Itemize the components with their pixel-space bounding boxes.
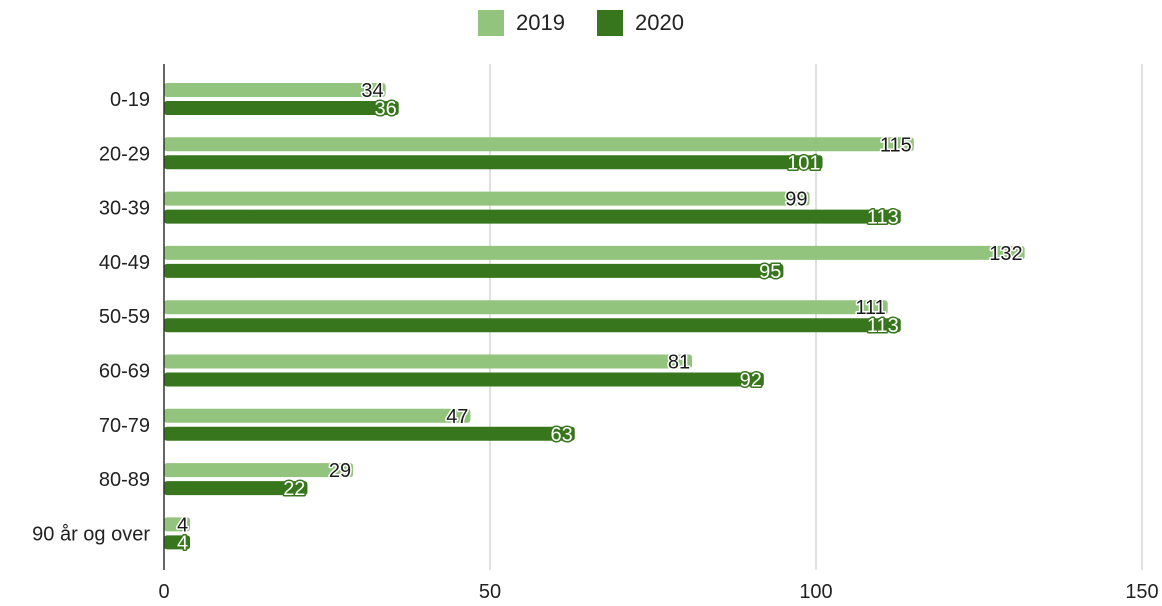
category-label: 50-59	[99, 306, 150, 328]
category-label: 70-79	[99, 415, 150, 437]
x-tick-label: 150	[1125, 581, 1158, 603]
data-label-2019-0-19: 34	[361, 80, 383, 102]
data-label-2020-80-89: 22	[283, 478, 305, 500]
data-label-2020-40-49: 95	[759, 261, 781, 283]
bar-2020-0-19[interactable]	[164, 101, 399, 115]
bar-2020-90-år-og-over[interactable]	[164, 535, 191, 550]
data-label-2019-80-89: 29	[329, 460, 351, 482]
bar-2019-90-år-og-over[interactable]	[164, 517, 191, 532]
bar-2019-40-49[interactable]	[164, 245, 1025, 260]
data-label-2019-40-49: 132	[989, 243, 1022, 265]
bar-2020-20-29[interactable]	[164, 155, 823, 170]
category-label: 30-39	[99, 198, 150, 220]
bar-2019-0-19[interactable]	[164, 83, 386, 97]
bar-2020-50-59[interactable]	[164, 318, 901, 333]
data-label-2019-90-år-og-over: 4	[177, 514, 188, 536]
data-label-2019-20-29: 115	[880, 134, 912, 156]
bar-2019-20-29[interactable]	[164, 137, 914, 152]
category-label: 90 år og over	[32, 523, 150, 545]
category-label: 0-19	[110, 89, 150, 111]
legend-swatch-2020	[597, 10, 623, 36]
data-label-2019-60-69: 81	[668, 352, 690, 374]
bar-2020-40-49[interactable]	[164, 263, 784, 278]
data-label-2019-50-59: 111	[855, 297, 885, 319]
data-label-2020-70-79: 63	[551, 424, 573, 446]
bar-2019-50-59[interactable]	[164, 300, 888, 315]
data-label-2020-0-19: 36	[374, 98, 396, 120]
data-label-2020-30-39: 113	[867, 207, 899, 229]
legend-item-2019[interactable]: 2019	[478, 10, 565, 36]
bar-2020-80-89[interactable]	[164, 481, 308, 496]
category-label: 60-69	[99, 361, 150, 383]
bar-2019-70-79[interactable]	[164, 408, 471, 423]
bar-2019-60-69[interactable]	[164, 354, 693, 369]
bar-2020-70-79[interactable]	[164, 426, 575, 441]
legend-label-2020: 2020	[635, 10, 684, 35]
x-tick-label: 100	[799, 581, 832, 603]
category-label: 40-49	[99, 252, 150, 274]
bar-2020-30-39[interactable]	[164, 209, 901, 224]
data-label-2020-20-29: 101	[787, 152, 820, 174]
category-label: 80-89	[99, 469, 150, 491]
data-label-2020-60-69: 92	[740, 370, 762, 392]
data-label-2019-70-79: 47	[446, 406, 468, 428]
bar-2020-60-69[interactable]	[164, 372, 764, 387]
legend: 2019 2020	[0, 10, 1162, 36]
data-label-2020-90-år-og-over: 4	[177, 532, 188, 554]
category-label: 20-29	[99, 143, 150, 165]
x-tick-label: 50	[479, 581, 501, 603]
data-label-2019-30-39: 99	[785, 189, 807, 211]
legend-label-2019: 2019	[516, 10, 565, 35]
data-label-2020-50-59: 113	[867, 315, 899, 337]
bar-2019-30-39[interactable]	[164, 191, 810, 206]
legend-swatch-2019	[478, 10, 505, 36]
bar-2019-80-89[interactable]	[164, 463, 354, 478]
x-tick-label: 0	[158, 581, 169, 603]
legend-item-2020[interactable]: 2020	[597, 10, 684, 36]
